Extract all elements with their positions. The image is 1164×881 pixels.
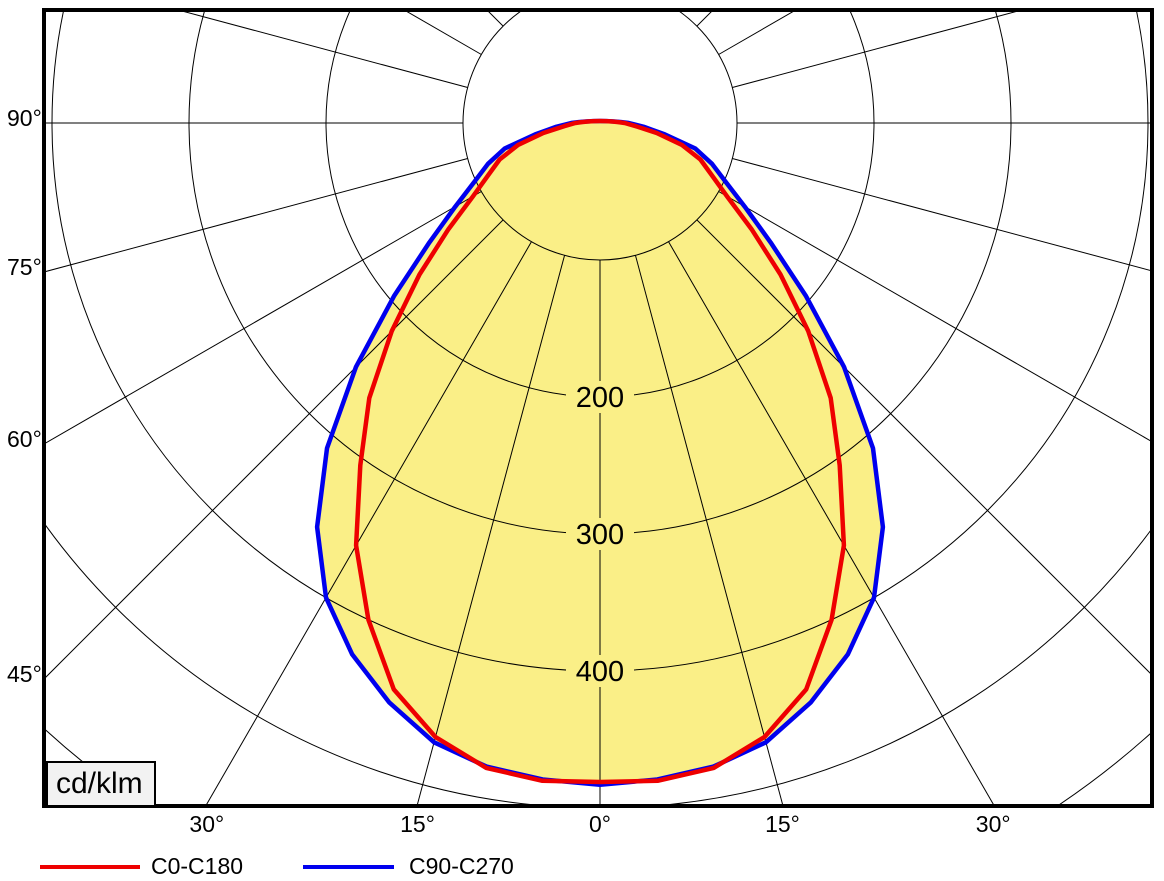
angle-label-bottom: 15° <box>765 811 800 837</box>
grid-radial <box>634 255 783 804</box>
legend-swatch-c0-c180 <box>40 865 140 869</box>
legend-swatch-c90-c270 <box>303 865 394 869</box>
ring-label: 300 <box>576 519 624 551</box>
grid-radial <box>488 12 504 27</box>
legend-label-c90-c270: C90-C270 <box>409 853 514 879</box>
angle-label-left: 45° <box>7 661 42 687</box>
grid-radial <box>46 191 482 444</box>
grid-radial <box>46 157 468 272</box>
ring-label: 200 <box>576 382 624 414</box>
grid-radial <box>669 0 1164 4</box>
grid-radial <box>732 157 1150 271</box>
ring-label: 400 <box>576 656 624 688</box>
grid-radial <box>668 241 994 804</box>
angle-label-left: 90° <box>7 105 42 131</box>
plot-border <box>42 8 1154 808</box>
units-label: cd/klm <box>56 767 143 800</box>
angle-label-left: 60° <box>7 426 42 452</box>
grid-radial <box>718 191 1150 442</box>
grid-radial <box>183 12 468 89</box>
angle-label-bottom: 30° <box>189 811 224 837</box>
angle-label-bottom: 15° <box>400 811 435 837</box>
ring-label-bg <box>566 655 634 687</box>
ring-labels: 200 300 400 <box>566 381 634 688</box>
angle-label-left: 75° <box>7 254 42 280</box>
grid-radial <box>732 12 1017 89</box>
angle-label-bottom: 30° <box>976 811 1011 837</box>
grid-radial <box>417 255 566 804</box>
ring-label-bg <box>566 381 634 413</box>
ring-label-bg <box>566 518 634 550</box>
angle-label-bottom: 0° <box>589 811 611 837</box>
grid-radial <box>696 12 712 27</box>
angle-labels: 90° 75° 60° 45° 30° 15° 0° 15° 30° <box>7 105 1011 837</box>
grid-radial <box>0 0 532 4</box>
grid-radial <box>206 241 532 804</box>
curve-c0-c180 <box>353 118 847 785</box>
units-box: cd/klm <box>46 761 156 807</box>
legend-label-c0-c180: C0-C180 <box>151 853 244 879</box>
